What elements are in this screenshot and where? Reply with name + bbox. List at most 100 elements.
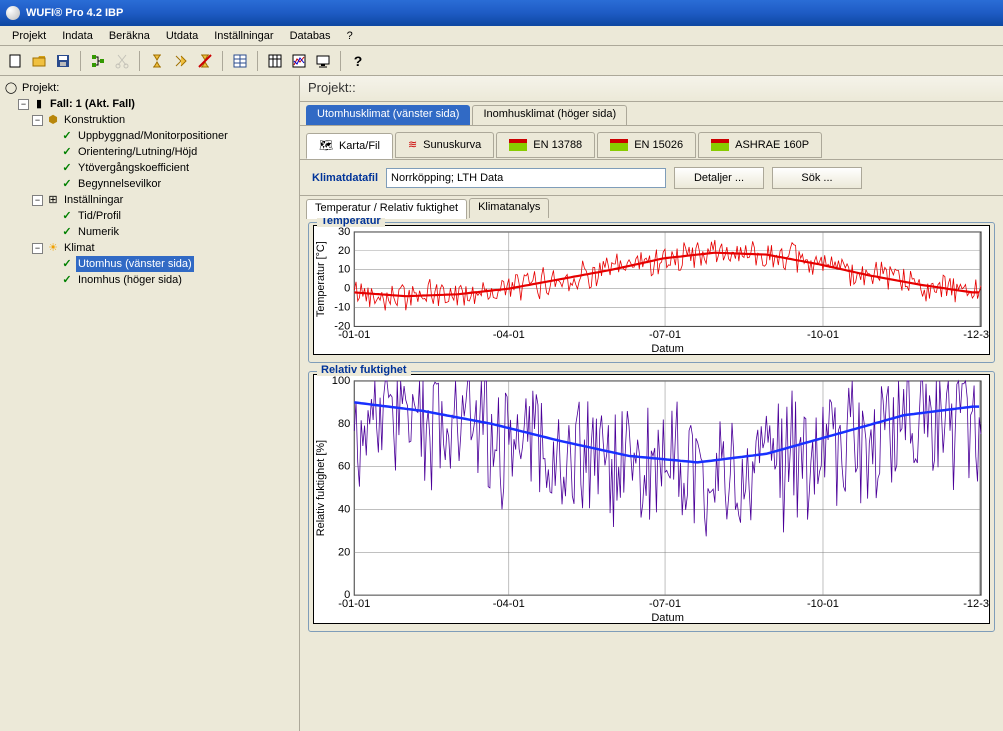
detaljer-button[interactable]: Detaljer ... bbox=[674, 167, 764, 189]
svg-text:20: 20 bbox=[338, 245, 350, 257]
rh-chart-title: Relativ fuktighet bbox=[317, 364, 411, 376]
separator bbox=[139, 51, 140, 71]
tree-item-label: Orientering/Lutning/Höjd bbox=[76, 144, 199, 160]
check-icon: ✓ bbox=[60, 160, 74, 176]
menubar: Projekt Indata Beräkna Utdata Inställnin… bbox=[0, 26, 1003, 46]
collapse-icon[interactable]: − bbox=[32, 115, 43, 126]
svg-text:80: 80 bbox=[338, 418, 350, 430]
tree-klimat-row[interactable]: −☀Klimat bbox=[4, 240, 295, 256]
tree-item[interactable]: ✓Numerik bbox=[4, 224, 295, 240]
tab-temp-rh[interactable]: Temperatur / Relativ fuktighet bbox=[306, 199, 467, 219]
tab-en13788[interactable]: EN 13788 bbox=[496, 132, 595, 158]
svg-text:40: 40 bbox=[338, 504, 350, 516]
sok-button[interactable]: Sök ... bbox=[772, 167, 862, 189]
tab-karta-fil[interactable]: 🗺Karta/Fil bbox=[306, 133, 393, 159]
help-button[interactable]: ? bbox=[347, 50, 369, 72]
check-icon: ✓ bbox=[60, 256, 74, 272]
stop-button[interactable] bbox=[194, 50, 216, 72]
new-button[interactable] bbox=[4, 50, 26, 72]
menu-databas[interactable]: Databas bbox=[282, 28, 339, 44]
grid-button[interactable] bbox=[229, 50, 251, 72]
svg-text:-01-01: -01-01 bbox=[338, 598, 370, 610]
rh-chart: 020406080100-01-01-04-01-07-01-10-01-12-… bbox=[313, 374, 990, 624]
hourglass-button[interactable] bbox=[146, 50, 168, 72]
tab-outdoor-climate[interactable]: Utomhusklimat (vänster sida) bbox=[306, 105, 470, 125]
open-button[interactable] bbox=[28, 50, 50, 72]
run-button[interactable] bbox=[170, 50, 192, 72]
tab-en15026[interactable]: EN 15026 bbox=[597, 132, 696, 158]
klimatdatafil-input[interactable] bbox=[386, 168, 666, 188]
house-icon bbox=[610, 139, 628, 151]
svg-text:Datum: Datum bbox=[651, 343, 684, 355]
main-pane: Projekt:: Utomhusklimat (vänster sida) I… bbox=[300, 76, 1003, 731]
tree-item[interactable]: ✓Tid/Profil bbox=[4, 208, 295, 224]
tab-ashrae160p[interactable]: ASHRAE 160P bbox=[698, 132, 822, 158]
svg-text:30: 30 bbox=[338, 226, 350, 238]
svg-text:10: 10 bbox=[338, 264, 350, 276]
svg-text:-10-01: -10-01 bbox=[807, 598, 839, 610]
temperature-chart-title: Temperatur bbox=[317, 218, 385, 227]
klimatdatafil-row: Klimatdatafil Detaljer ... Sök ... bbox=[300, 160, 1003, 196]
tree-instal-label: Inställningar bbox=[62, 192, 125, 208]
menu-help[interactable]: ? bbox=[339, 28, 361, 44]
window-titlebar: WUFI® Pro 4.2 IBP bbox=[0, 0, 1003, 26]
tab-label: Karta/Fil bbox=[339, 140, 380, 152]
svg-text:-10-01: -10-01 bbox=[807, 329, 839, 341]
tab-sinuskurva[interactable]: ≋Sunuskurva bbox=[395, 132, 494, 158]
tree-item[interactable]: ✓Inomhus (höger sida) bbox=[4, 272, 295, 288]
climate-side-tabs: Utomhusklimat (vänster sida) Inomhusklim… bbox=[300, 102, 1003, 126]
tree-pane: ◯Projekt: −▮Fall: 1 (Akt. Fall) −⬢Konstr… bbox=[0, 76, 300, 731]
house-icon bbox=[711, 139, 729, 151]
tree-item[interactable]: ✓Orientering/Lutning/Höjd bbox=[4, 144, 295, 160]
window-title: WUFI® Pro 4.2 IBP bbox=[26, 7, 123, 19]
collapse-icon[interactable]: − bbox=[18, 99, 29, 110]
tree-item-label: Ytövergångskoefficient bbox=[76, 160, 191, 176]
svg-text:Temperatur [°C]: Temperatur [°C] bbox=[315, 241, 327, 317]
tree-item[interactable]: ✓Ytövergångskoefficient bbox=[4, 160, 295, 176]
svg-text:20: 20 bbox=[338, 546, 350, 558]
tree-instal-row[interactable]: −⊞Inställningar bbox=[4, 192, 295, 208]
tree-root-row[interactable]: ◯Projekt: bbox=[4, 80, 295, 96]
collapse-icon[interactable]: − bbox=[32, 243, 43, 254]
tab-label: ASHRAE 160P bbox=[735, 139, 809, 151]
svg-text:0: 0 bbox=[344, 283, 350, 295]
menu-utdata[interactable]: Utdata bbox=[158, 28, 206, 44]
svg-text:-10: -10 bbox=[334, 302, 350, 314]
climate-source-tabs: 🗺Karta/Fil ≋Sunuskurva EN 13788 EN 15026… bbox=[300, 126, 1003, 160]
cut-button[interactable] bbox=[111, 50, 133, 72]
separator bbox=[340, 51, 341, 71]
settings-icon: ⊞ bbox=[46, 192, 60, 208]
chart-button[interactable] bbox=[288, 50, 310, 72]
tree-konstruktion-row[interactable]: −⬢Konstruktion bbox=[4, 112, 295, 128]
check-icon: ✓ bbox=[60, 224, 74, 240]
tree-item[interactable]: ✓Begynnelsevilkor bbox=[4, 176, 295, 192]
menu-berakna[interactable]: Beräkna bbox=[101, 28, 158, 44]
svg-text:-12-31: -12-31 bbox=[963, 329, 990, 341]
menu-installningar[interactable]: Inställningar bbox=[206, 28, 281, 44]
menu-indata[interactable]: Indata bbox=[54, 28, 101, 44]
menu-projekt[interactable]: Projekt bbox=[4, 28, 54, 44]
check-icon: ✓ bbox=[60, 272, 74, 288]
svg-text:-07-01: -07-01 bbox=[649, 598, 681, 610]
tab-indoor-climate[interactable]: Inomhusklimat (höger sida) bbox=[472, 105, 627, 125]
tab-klimatanalys[interactable]: Klimatanalys bbox=[469, 198, 549, 218]
save-button[interactable] bbox=[52, 50, 74, 72]
tree-button[interactable] bbox=[87, 50, 109, 72]
separator bbox=[222, 51, 223, 71]
check-icon: ✓ bbox=[60, 144, 74, 160]
tree-item-selected[interactable]: ✓Utomhus (vänster sida) bbox=[4, 256, 295, 272]
monitor-button[interactable] bbox=[312, 50, 334, 72]
sun-icon: ☀ bbox=[46, 240, 60, 256]
svg-text:-01-01: -01-01 bbox=[338, 329, 370, 341]
svg-text:100: 100 bbox=[332, 375, 350, 387]
temperature-chart-group: Temperatur -20-100102030-01-01-04-01-07-… bbox=[308, 222, 995, 363]
collapse-icon[interactable]: − bbox=[32, 195, 43, 206]
house-icon bbox=[509, 139, 527, 151]
tab-label: EN 15026 bbox=[634, 139, 683, 151]
tree-case-row[interactable]: −▮Fall: 1 (Akt. Fall) bbox=[4, 96, 295, 112]
separator bbox=[80, 51, 81, 71]
check-icon: ✓ bbox=[60, 128, 74, 144]
table-button[interactable] bbox=[264, 50, 286, 72]
tree-item[interactable]: ✓Uppbyggnad/Monitorpositioner bbox=[4, 128, 295, 144]
svg-text:Relativ fuktighet [%]: Relativ fuktighet [%] bbox=[315, 440, 327, 536]
